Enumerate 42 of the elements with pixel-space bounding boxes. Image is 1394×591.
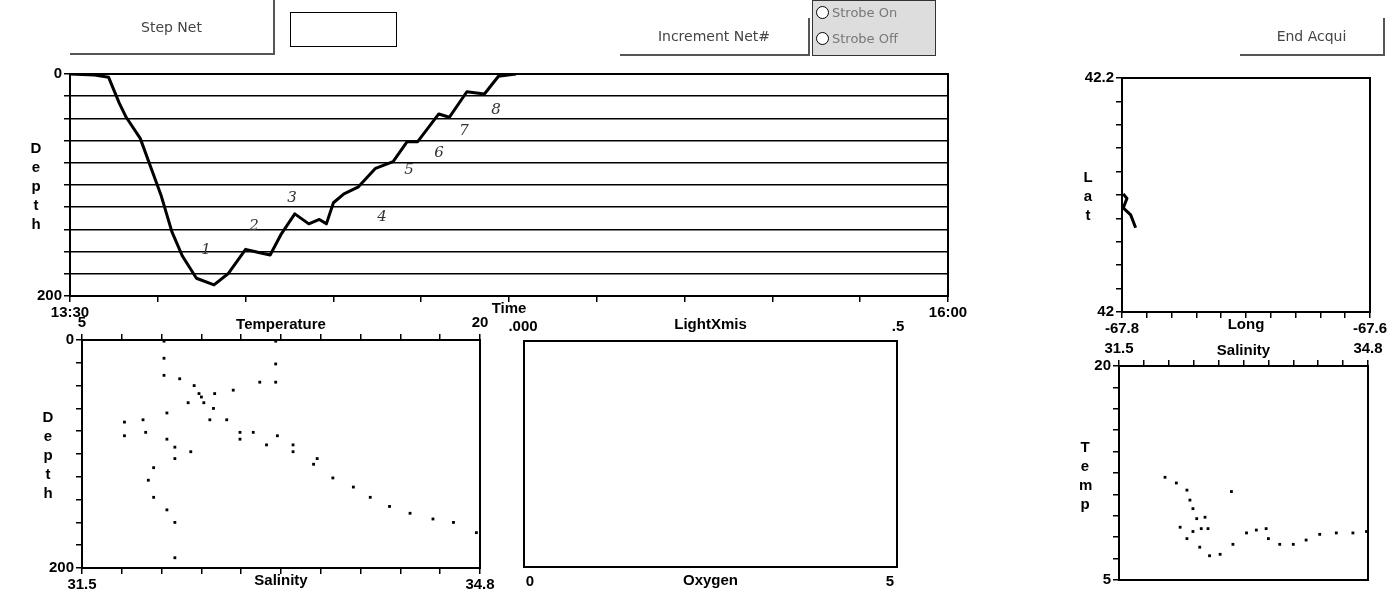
text: LightXmis bbox=[674, 315, 747, 332]
x-tick-label: -67.6 bbox=[1352, 319, 1388, 337]
y-tick-label: 200 bbox=[48, 558, 74, 576]
x-tick-label: 31.5 bbox=[67, 575, 97, 591]
annotation: 6 bbox=[434, 142, 445, 161]
y-axis-title: Lat bbox=[1082, 166, 1094, 224]
x2-axis-title: Temperature bbox=[236, 315, 326, 332]
x-axis-title: Time bbox=[491, 299, 527, 316]
y-axis-title: Depth bbox=[42, 406, 54, 502]
annotation: 3 bbox=[287, 187, 297, 206]
x-tick-label: -67.8 bbox=[1104, 319, 1140, 337]
text: Strobe Off bbox=[832, 31, 898, 46]
y-tick-label: 42.2 bbox=[1084, 68, 1114, 86]
x-axis-title: Salinity bbox=[254, 571, 308, 588]
annotation: 8 bbox=[491, 99, 501, 118]
text: Strobe On bbox=[832, 5, 898, 20]
text: Oxygen bbox=[682, 571, 739, 588]
y-tick-label: 0 bbox=[53, 64, 62, 82]
x-axis-title: Long bbox=[1227, 315, 1265, 332]
x-tick-label: 34.8 bbox=[465, 575, 495, 591]
y-tick-label: 20 bbox=[1094, 356, 1111, 374]
button: Step Net bbox=[70, 0, 275, 55]
button: End Acqui bbox=[1240, 18, 1385, 56]
text: .000 bbox=[508, 316, 538, 334]
x-tick-label: 31.5 bbox=[1104, 339, 1134, 357]
x-tick-label: 16:00 bbox=[928, 303, 968, 321]
text: 5 bbox=[885, 571, 895, 589]
annotation: 4 bbox=[376, 206, 387, 225]
annotation: 5 bbox=[404, 159, 414, 178]
button: Increment Net# bbox=[620, 18, 810, 56]
text: 0 bbox=[525, 571, 535, 589]
annotation: 7 bbox=[459, 120, 470, 139]
y-axis-title: Depth bbox=[30, 137, 42, 233]
x-tick-label: 34.8 bbox=[1353, 339, 1383, 357]
y-tick-label: 5 bbox=[1102, 570, 1111, 588]
y-axis-title: Temp bbox=[1079, 436, 1093, 513]
x-axis-title: Salinity bbox=[1216, 341, 1271, 358]
x2-tick-label: 20 bbox=[471, 313, 489, 331]
y-tick-label: 200 bbox=[36, 286, 62, 304]
y-tick-label: 42 bbox=[1097, 302, 1114, 320]
annotation: 2 bbox=[248, 215, 259, 234]
text: .5 bbox=[891, 316, 905, 334]
